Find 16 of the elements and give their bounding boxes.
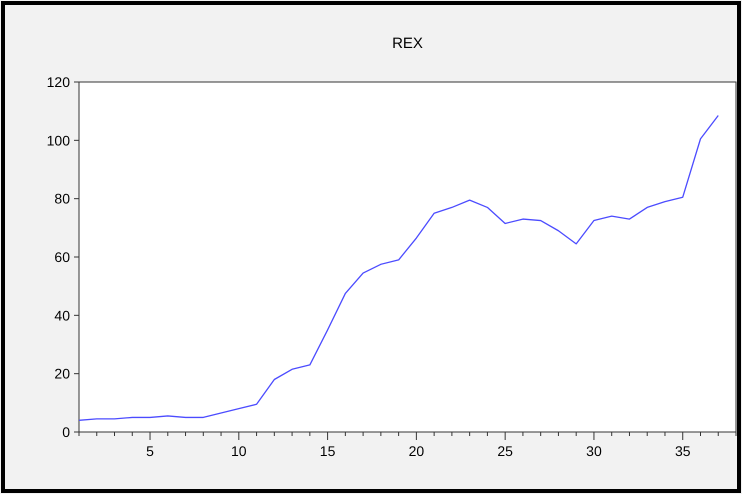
y-tick-label: 100 xyxy=(46,132,70,148)
x-tick-label: 15 xyxy=(320,443,336,459)
x-tick-label: 30 xyxy=(586,443,602,459)
line-series xyxy=(78,114,719,421)
x-tick-label: 25 xyxy=(497,443,514,459)
y-tick-label: 80 xyxy=(54,190,70,207)
y-tick-label: 40 xyxy=(54,307,70,324)
y-tick-label: 60 xyxy=(54,249,70,265)
y-tick-label: 120 xyxy=(46,74,70,90)
chart-title: REX xyxy=(392,35,423,52)
x-tick-label: 5 xyxy=(146,443,154,459)
x-tick-label: 20 xyxy=(408,443,424,459)
x-tick-label: 35 xyxy=(674,443,691,459)
x-tick-label: 10 xyxy=(231,443,247,459)
y-tick-label: 0 xyxy=(62,424,70,440)
y-tick-label: 20 xyxy=(54,366,70,382)
